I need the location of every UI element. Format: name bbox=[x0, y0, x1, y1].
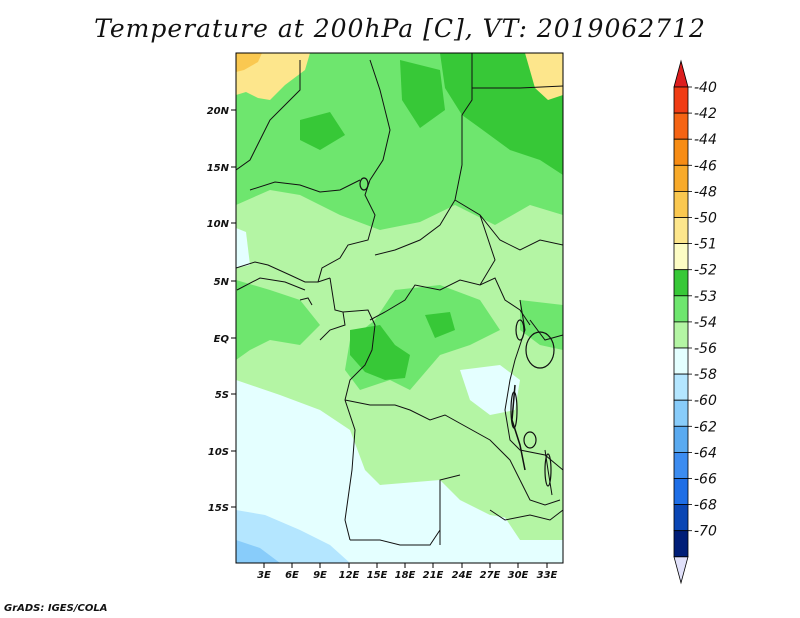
lon-label: 3E bbox=[257, 570, 271, 581]
legend-swatch bbox=[673, 164, 689, 192]
credit-footer: GrADS: IGES/COLA bbox=[4, 603, 108, 614]
lon-label: 6E bbox=[285, 570, 299, 581]
legend-label: -66 bbox=[694, 472, 717, 488]
legend-label: -42 bbox=[694, 106, 717, 122]
legend-label: -52 bbox=[694, 263, 717, 279]
legend-label: -64 bbox=[694, 445, 717, 461]
lon-label: 15E bbox=[367, 570, 388, 581]
legend-swatch bbox=[673, 399, 689, 427]
legend-swatch bbox=[673, 504, 689, 532]
map-frame bbox=[235, 52, 564, 564]
legend-label: -68 bbox=[694, 498, 717, 514]
legend-swatch bbox=[673, 425, 689, 453]
longitude-axis: 3E 6E 9E 12E 15E 18E 21E 24E 27E 30E 33E bbox=[257, 563, 558, 581]
legend-swatch bbox=[673, 478, 689, 506]
legend-swatch bbox=[673, 295, 689, 323]
legend-arrow-bottom bbox=[673, 556, 689, 585]
lat-label: EQ bbox=[214, 334, 230, 345]
legend-label: -70 bbox=[694, 524, 717, 540]
legend-arrow-top bbox=[673, 59, 689, 88]
legend-label: -44 bbox=[694, 132, 717, 148]
legend-swatch bbox=[673, 451, 689, 479]
legend-label: -40 bbox=[694, 80, 717, 96]
lon-label: 33E bbox=[537, 570, 558, 581]
legend-label: -48 bbox=[694, 184, 717, 200]
lat-label: 15S bbox=[208, 503, 229, 514]
lakes bbox=[359, 177, 555, 487]
lat-label: 5N bbox=[214, 277, 230, 288]
temperature-field bbox=[236, 53, 563, 563]
legend-label: -54 bbox=[694, 315, 717, 331]
legend-swatch bbox=[673, 347, 689, 375]
lat-label: 10N bbox=[207, 219, 230, 230]
lat-label: 10S bbox=[208, 447, 229, 458]
lon-label: 9E bbox=[313, 570, 327, 581]
lon-label: 24E bbox=[452, 570, 473, 581]
color-legend: -40 -42 -44 -46 -48 -50 -51 -52 -53 -54 -56 -58 -60 -… bbox=[673, 59, 717, 585]
lon-label: 30E bbox=[508, 570, 529, 581]
legend-label: -62 bbox=[694, 419, 717, 435]
legend-label: -50 bbox=[694, 211, 717, 227]
legend-swatch bbox=[673, 243, 689, 271]
lat-label: 5S bbox=[215, 390, 229, 401]
legend-swatch bbox=[673, 190, 689, 218]
legend-swatch bbox=[673, 373, 689, 401]
legend-label: -58 bbox=[694, 367, 717, 383]
lon-label: 27E bbox=[480, 570, 501, 581]
boundaries bbox=[236, 53, 563, 546]
legend-label: -51 bbox=[694, 237, 717, 253]
legend-swatch bbox=[673, 217, 689, 245]
map-title: Temperature at 200hPa [C], VT: 201906271… bbox=[94, 14, 706, 43]
legend-label: -60 bbox=[694, 393, 717, 409]
legend-swatch bbox=[673, 138, 689, 166]
legend-swatch bbox=[673, 86, 689, 114]
lat-label: 20N bbox=[207, 106, 230, 117]
legend-swatch bbox=[673, 112, 689, 140]
lat-label: 15N bbox=[207, 163, 230, 174]
lon-label: 18E bbox=[395, 570, 416, 581]
legend-swatch bbox=[673, 530, 689, 558]
lon-label: 12E bbox=[339, 570, 360, 581]
legend-label: -46 bbox=[694, 158, 717, 174]
legend-swatch bbox=[673, 269, 689, 297]
lon-label: 21E bbox=[423, 570, 444, 581]
legend-label: -53 bbox=[694, 289, 717, 305]
legend-swatch bbox=[673, 321, 689, 349]
legend-label: -56 bbox=[694, 341, 717, 357]
latitude-axis: 20N 15N 10N 5N EQ 5S 10S 15S bbox=[207, 106, 236, 514]
